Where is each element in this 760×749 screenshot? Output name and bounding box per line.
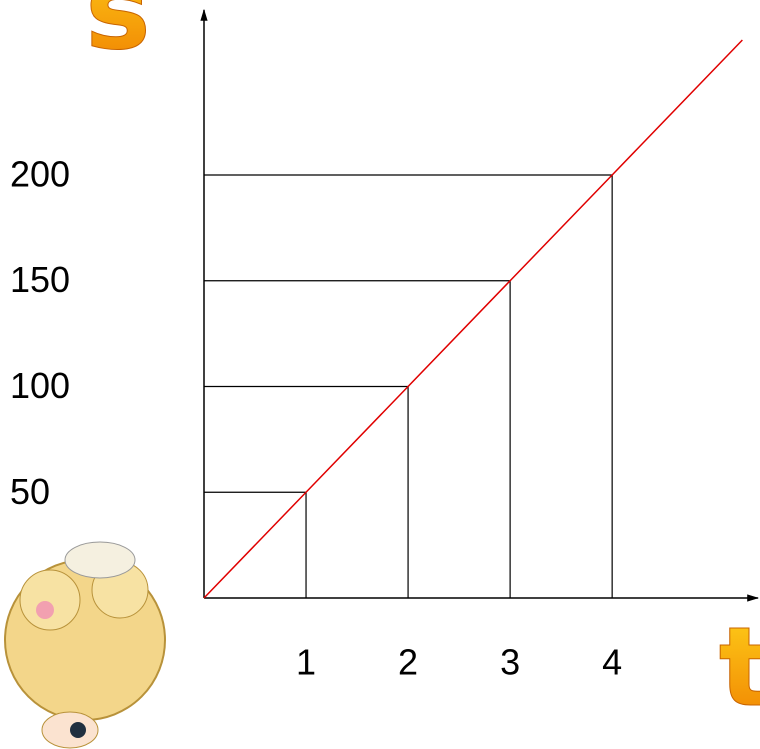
x-tick-label: 1 — [296, 642, 316, 683]
y-tick-label: 150 — [10, 259, 70, 300]
y-tick-label: 100 — [10, 365, 70, 406]
x-tick-label: 3 — [500, 642, 520, 683]
data-line — [306, 175, 612, 492]
x-tick-label: 4 — [602, 642, 622, 683]
x-tick-label: 2 — [398, 642, 418, 683]
line-extension — [204, 492, 306, 598]
x-axis-label: t — [719, 603, 760, 731]
decoration — [5, 542, 165, 748]
y-axis-label: s — [85, 0, 150, 74]
chart: s t 1 2 3 4 50 100 150 200 — [0, 0, 760, 749]
line-extension — [612, 40, 742, 175]
y-tick-label: 200 — [10, 153, 70, 194]
y-tick-label: 50 — [10, 471, 50, 512]
